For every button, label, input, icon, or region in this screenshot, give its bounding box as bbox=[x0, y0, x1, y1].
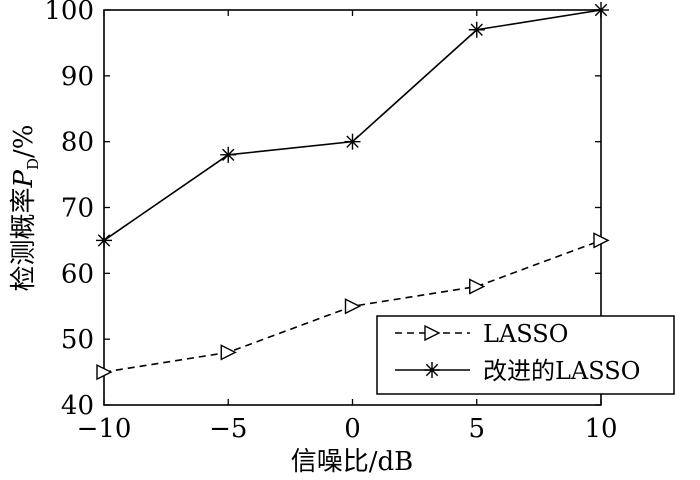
legend-label-improved-lasso: 改进的LASSO bbox=[483, 357, 640, 385]
y-tick-label: 100 bbox=[44, 0, 94, 26]
series-1-point bbox=[344, 133, 361, 150]
svg-text:检测概率PD/%: 检测概率PD/% bbox=[9, 124, 42, 291]
series-layer bbox=[96, 2, 610, 381]
y-tick-label: 60 bbox=[61, 259, 94, 289]
legend: LASSO 改进的LASSO bbox=[376, 315, 675, 395]
y-axis-title-symbol: P bbox=[9, 169, 39, 188]
legend-entries bbox=[395, 324, 470, 378]
series-0-point bbox=[593, 232, 610, 249]
x-axis-title: 信噪比/dB bbox=[291, 447, 414, 477]
y-tick-label: 70 bbox=[61, 194, 94, 224]
legend-label-lasso: LASSO bbox=[483, 320, 568, 348]
y-axis-title-subscript: D bbox=[24, 158, 42, 170]
y-tick-label: 80 bbox=[61, 128, 94, 158]
y-axis-title-unit: /% bbox=[9, 124, 39, 157]
x-tick-label: 10 bbox=[584, 414, 617, 444]
x-tick-label: −10 bbox=[77, 414, 132, 444]
series-1-point bbox=[96, 232, 112, 249]
series-0-point bbox=[344, 298, 362, 315]
series-1-point bbox=[593, 2, 609, 18]
y-tick-label: 40 bbox=[61, 391, 94, 421]
y-axis-title: 检测概率PD/% bbox=[9, 124, 42, 291]
series-1-point bbox=[468, 21, 485, 38]
series-1-point bbox=[220, 146, 237, 163]
y-axis-title-text: 检测概率 bbox=[9, 187, 39, 291]
series-0-point bbox=[96, 363, 113, 381]
y-tick-label: 50 bbox=[61, 325, 94, 355]
x-tick-label: 5 bbox=[468, 414, 485, 444]
series-line-1 bbox=[103, 9, 602, 242]
series-0-point bbox=[469, 278, 486, 295]
x-tick-label: −5 bbox=[209, 414, 247, 444]
x-tick-label: 0 bbox=[344, 414, 361, 444]
y-tick-label: 90 bbox=[61, 62, 94, 92]
legend-marker-1 bbox=[424, 362, 440, 378]
axis-ticks: −10 −5 0 5 10 40 50 60 70 80 90 100 bbox=[44, 0, 617, 444]
series-0-point bbox=[220, 344, 237, 361]
legend-marker-0 bbox=[424, 324, 441, 342]
